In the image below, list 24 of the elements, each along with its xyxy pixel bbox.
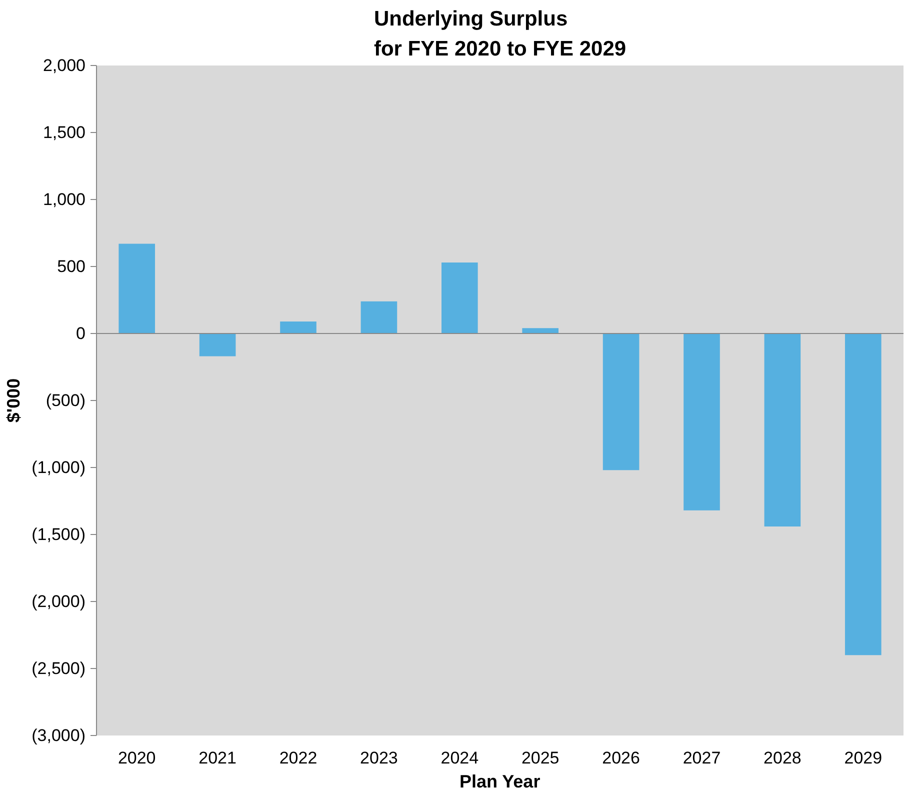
y-tick-label: (2,500) — [32, 659, 86, 678]
x-tick-label: 2023 — [360, 748, 398, 768]
x-axis-title: Plan Year — [459, 772, 540, 792]
y-tick-label: 1,000 — [42, 190, 86, 209]
y-tick-label: 500 — [57, 257, 86, 276]
y-tick-label: 1,500 — [42, 123, 86, 142]
x-tick-label: 2020 — [118, 748, 156, 768]
x-tick-label: 2025 — [521, 748, 560, 768]
chart-title: Underlying Surplus for FYE 2020 to FYE 2029 — [374, 8, 626, 60]
y-tick-label: (500) — [46, 391, 86, 410]
x-tick-label: 2027 — [682, 748, 721, 768]
x-tick-label: 2024 — [440, 748, 479, 768]
y-tick-label: (3,000) — [32, 726, 86, 745]
x-tick-label: 2029 — [844, 748, 882, 768]
y-axis-title: $'000 — [4, 378, 24, 423]
y-tick-label: 0 — [76, 324, 86, 343]
x-tick-label: 2026 — [602, 748, 640, 768]
x-tick-label: 2028 — [764, 748, 802, 768]
x-tick-label: 2021 — [198, 748, 236, 768]
y-tick-label: 2,000 — [42, 56, 86, 75]
y-tick-label: (1,500) — [32, 525, 86, 544]
y-tick-label: (2,000) — [32, 592, 86, 611]
y-tick-label: (1,000) — [32, 458, 86, 477]
x-tick-label: 2022 — [279, 748, 318, 768]
